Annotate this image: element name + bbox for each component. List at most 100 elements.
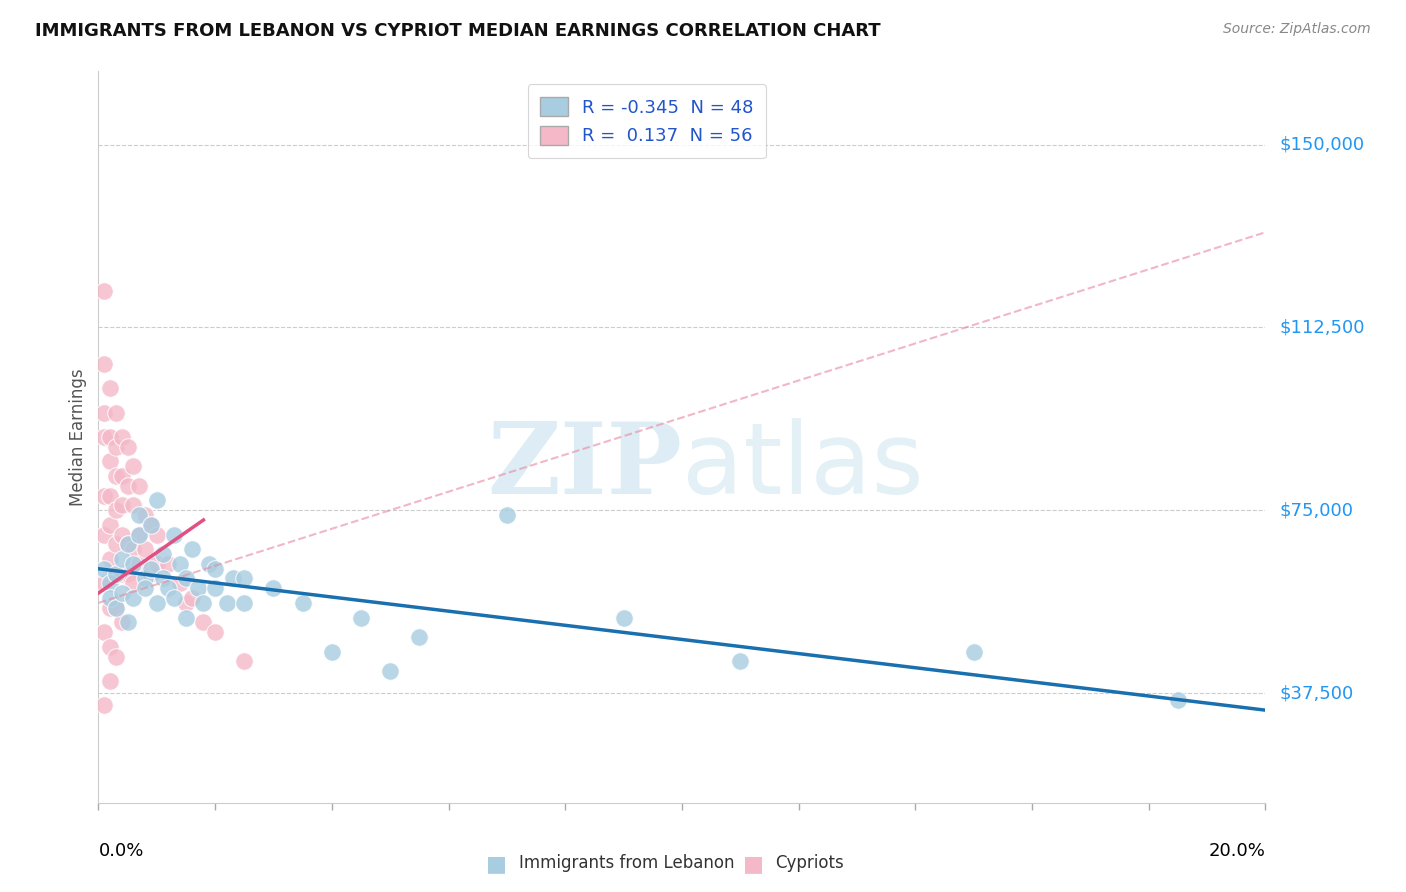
Point bbox=[117, 537, 139, 551]
Point bbox=[134, 508, 156, 522]
Point bbox=[163, 591, 186, 605]
Point bbox=[122, 459, 145, 474]
Point bbox=[408, 630, 430, 644]
Point bbox=[98, 673, 121, 688]
Point bbox=[139, 562, 162, 576]
Point bbox=[134, 542, 156, 557]
Point bbox=[117, 479, 139, 493]
Point bbox=[146, 596, 169, 610]
Point bbox=[233, 654, 256, 668]
Point bbox=[111, 430, 134, 444]
Point bbox=[98, 381, 121, 395]
Point bbox=[93, 562, 115, 576]
Point bbox=[169, 576, 191, 591]
Point bbox=[193, 596, 215, 610]
Point bbox=[104, 566, 127, 581]
Point bbox=[128, 508, 150, 522]
Point bbox=[215, 596, 238, 610]
Point bbox=[204, 562, 226, 576]
Point bbox=[117, 566, 139, 581]
Text: IMMIGRANTS FROM LEBANON VS CYPRIOT MEDIAN EARNINGS CORRELATION CHART: IMMIGRANTS FROM LEBANON VS CYPRIOT MEDIA… bbox=[35, 22, 880, 40]
Point bbox=[233, 572, 256, 586]
Point bbox=[98, 640, 121, 654]
Point bbox=[139, 517, 162, 532]
Point bbox=[380, 664, 402, 678]
Point bbox=[93, 430, 115, 444]
Point bbox=[321, 645, 343, 659]
Point bbox=[139, 566, 162, 581]
Point bbox=[122, 591, 145, 605]
Point bbox=[1167, 693, 1189, 707]
Text: Cypriots: Cypriots bbox=[775, 854, 844, 872]
Point bbox=[163, 527, 186, 541]
Text: $112,500: $112,500 bbox=[1279, 318, 1365, 336]
Point bbox=[93, 527, 115, 541]
Point bbox=[174, 572, 197, 586]
Point bbox=[128, 527, 150, 541]
Point bbox=[93, 284, 115, 298]
Point bbox=[962, 645, 984, 659]
Text: 20.0%: 20.0% bbox=[1209, 842, 1265, 860]
Point bbox=[128, 557, 150, 571]
Point bbox=[93, 489, 115, 503]
Point bbox=[128, 527, 150, 541]
Point bbox=[104, 503, 127, 517]
Point bbox=[98, 489, 121, 503]
Point bbox=[117, 615, 139, 630]
Point bbox=[111, 615, 134, 630]
Point bbox=[93, 406, 115, 420]
Point bbox=[198, 557, 221, 571]
Point bbox=[104, 566, 127, 581]
Point bbox=[104, 469, 127, 483]
Point bbox=[98, 576, 121, 591]
Point bbox=[122, 499, 145, 513]
Text: Source: ZipAtlas.com: Source: ZipAtlas.com bbox=[1223, 22, 1371, 37]
Point bbox=[204, 625, 226, 640]
Point bbox=[98, 430, 121, 444]
Point bbox=[174, 610, 197, 624]
Point bbox=[98, 454, 121, 468]
Point bbox=[93, 625, 115, 640]
Point bbox=[98, 517, 121, 532]
Point bbox=[93, 357, 115, 371]
Text: $37,500: $37,500 bbox=[1279, 684, 1354, 702]
Point bbox=[193, 615, 215, 630]
Point bbox=[152, 547, 174, 561]
Point bbox=[204, 581, 226, 595]
Legend: R = -0.345  N = 48, R =  0.137  N = 56: R = -0.345 N = 48, R = 0.137 N = 56 bbox=[527, 84, 766, 158]
Point bbox=[139, 517, 162, 532]
Point bbox=[111, 499, 134, 513]
Point bbox=[104, 649, 127, 664]
Point bbox=[111, 566, 134, 581]
Point bbox=[187, 581, 209, 595]
Point bbox=[233, 596, 256, 610]
Point bbox=[117, 440, 139, 454]
Point bbox=[93, 698, 115, 713]
Point bbox=[152, 572, 174, 586]
Point bbox=[157, 581, 180, 595]
Point bbox=[111, 586, 134, 600]
Point bbox=[180, 542, 202, 557]
Point bbox=[111, 552, 134, 566]
Point bbox=[122, 557, 145, 571]
Point bbox=[104, 600, 127, 615]
Point bbox=[174, 596, 197, 610]
Text: Immigrants from Lebanon: Immigrants from Lebanon bbox=[519, 854, 734, 872]
Point bbox=[146, 493, 169, 508]
Point bbox=[350, 610, 373, 624]
Point bbox=[104, 406, 127, 420]
Point bbox=[98, 600, 121, 615]
Point bbox=[128, 479, 150, 493]
Text: 0.0%: 0.0% bbox=[98, 842, 143, 860]
Point bbox=[221, 572, 243, 586]
Point bbox=[104, 537, 127, 551]
Point bbox=[134, 572, 156, 586]
Point bbox=[180, 591, 202, 605]
Text: ZIP: ZIP bbox=[486, 417, 682, 515]
Point bbox=[104, 600, 127, 615]
Point bbox=[146, 557, 169, 571]
Text: atlas: atlas bbox=[682, 417, 924, 515]
Text: ■: ■ bbox=[486, 854, 508, 874]
Point bbox=[104, 440, 127, 454]
Point bbox=[98, 591, 121, 605]
